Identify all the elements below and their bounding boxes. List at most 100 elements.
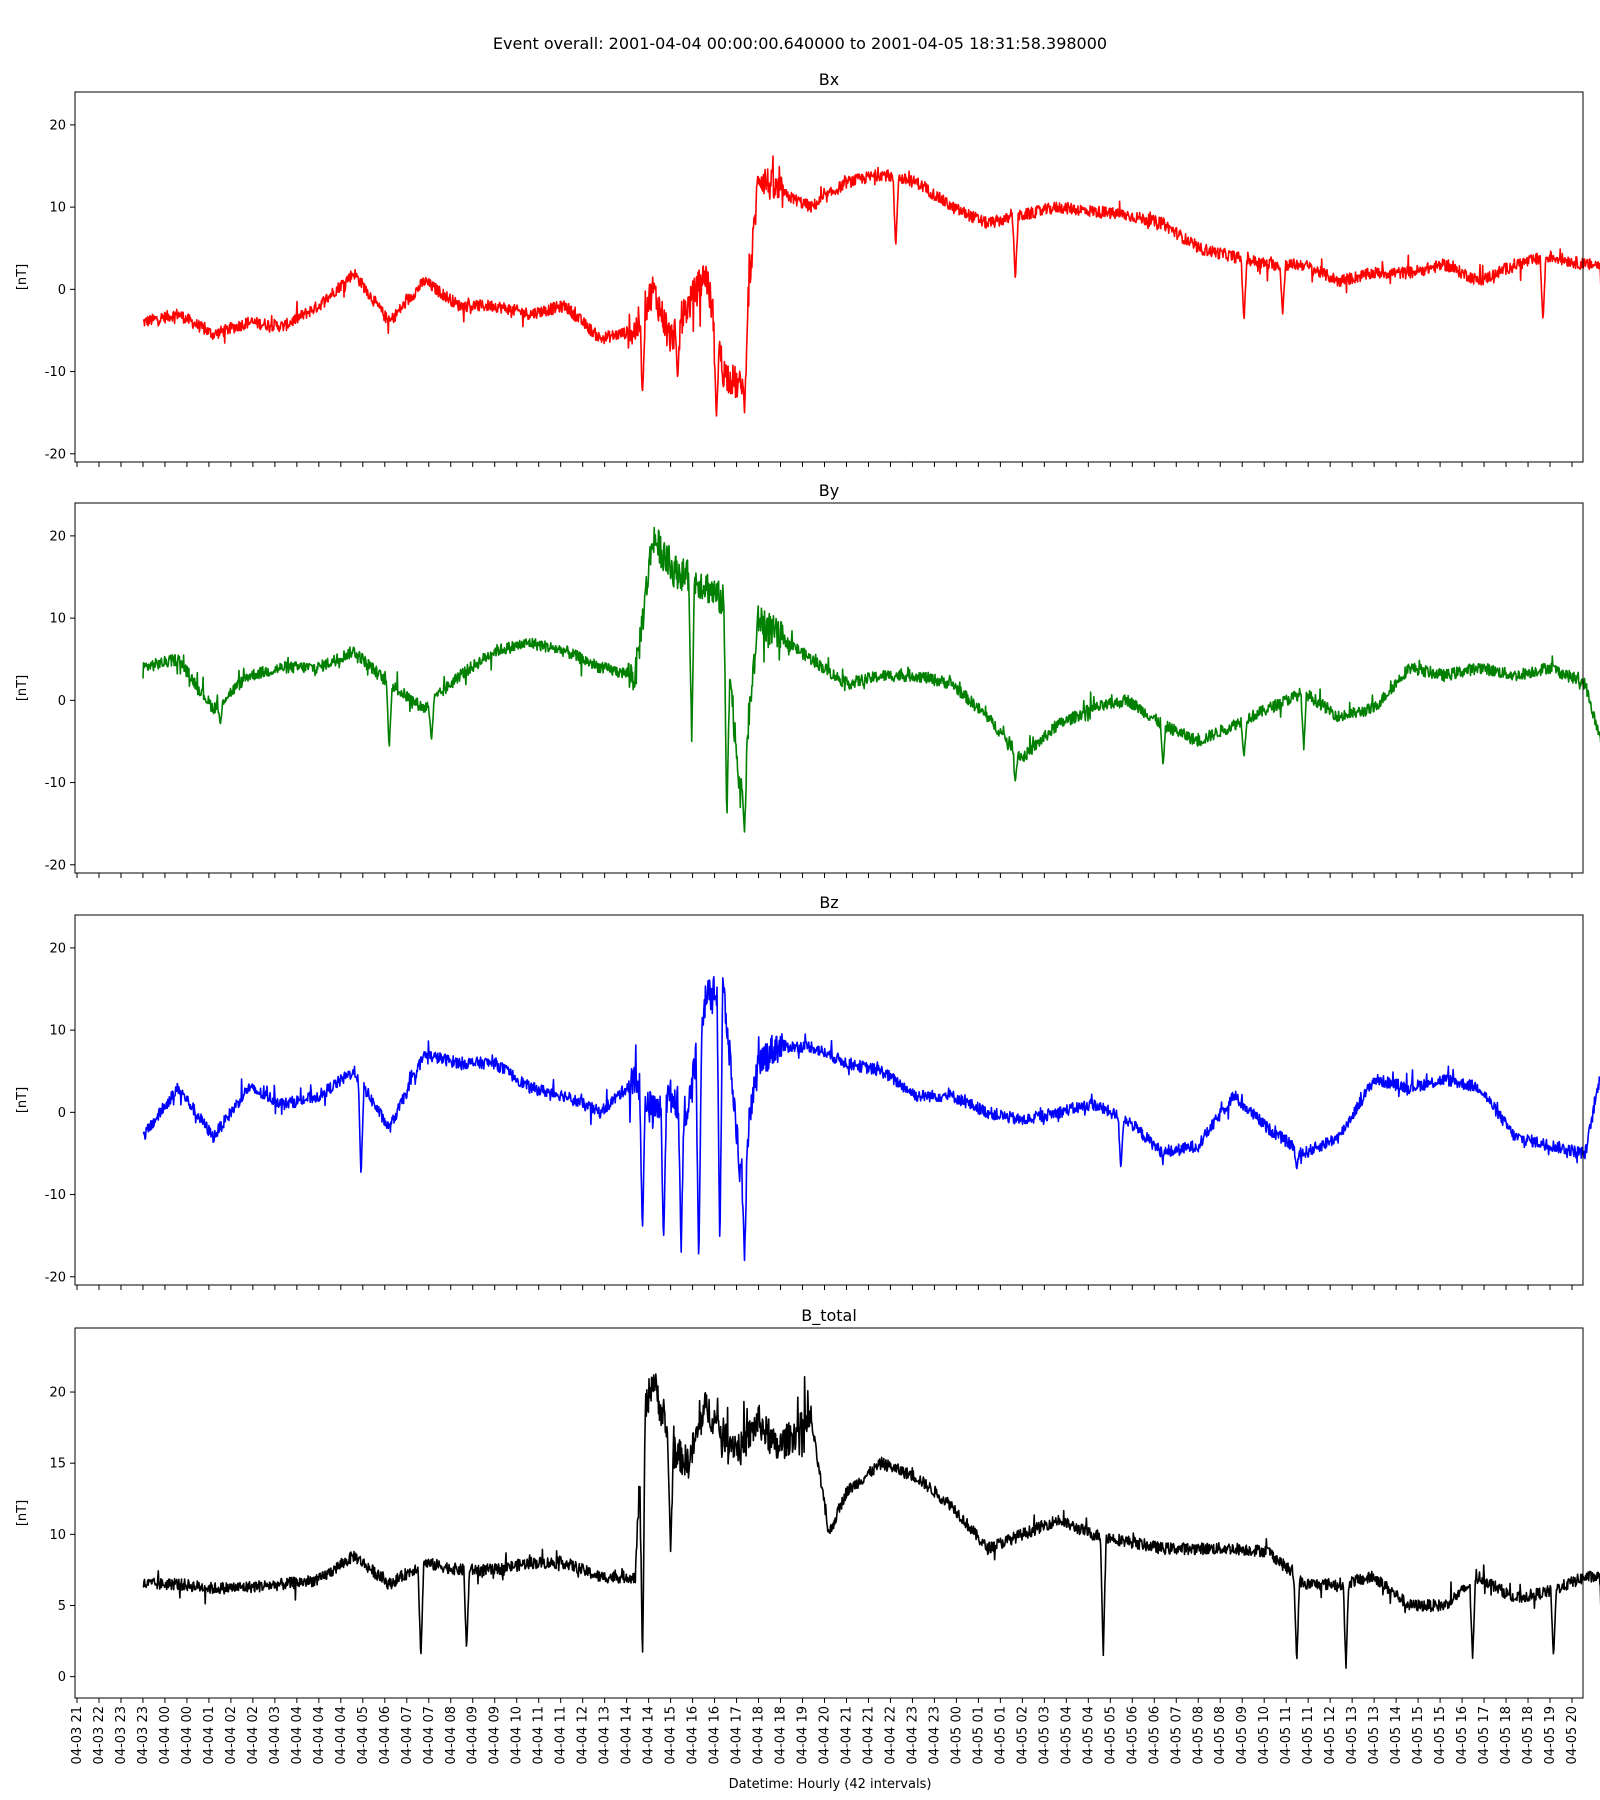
x-tick-label: 04-04 00 [180, 1706, 195, 1764]
y-tick-label-bz: -20 [45, 1270, 66, 1285]
x-tick-label: 04-04 01 [202, 1706, 217, 1764]
x-tick-label: 04-04 19 [796, 1706, 811, 1764]
x-tick-labels: 04-03 21 04-03 22 04-03 23 04-03 23 04-04 00… [70, 1706, 1580, 1764]
y-tick-label-bz: 10 [49, 1024, 66, 1039]
subplot-panels: Bx [nT] -20 -10 0 10 20 By [nT] -20 -10 0 10 20 Bz [nT]… [15, 70, 1600, 1703]
x-tick-label: 04-05 20 [1565, 1706, 1580, 1764]
x-tick-label: 04-04 23 [927, 1706, 942, 1764]
subplot-title-bz: Bz [819, 893, 838, 912]
y-axis-label-bz: [nT] [15, 1087, 30, 1113]
x-tick-label: 04-05 04 [1059, 1706, 1074, 1764]
x-tick-label: 04-04 15 [664, 1706, 679, 1764]
x-tick-label: 04-05 11 [1301, 1706, 1316, 1764]
x-tick-label: 04-04 04 [290, 1706, 305, 1764]
x-tick-label: 04-04 03 [268, 1706, 283, 1764]
y-tick-label-bz: -10 [45, 1188, 66, 1203]
x-tick-label: 04-05 01 [971, 1706, 986, 1764]
x-tick-label: 04-04 21 [861, 1706, 876, 1764]
x-tick-label: 04-05 07 [1169, 1706, 1184, 1764]
x-tick-label: 04-04 23 [905, 1706, 920, 1764]
x-tick-label: 04-03 23 [114, 1706, 129, 1764]
series-line-by [142, 526, 1600, 833]
x-tick-label: 04-05 10 [1257, 1706, 1272, 1764]
x-tick-label: 04-04 13 [598, 1706, 613, 1764]
x-tick-label: 04-04 02 [224, 1706, 239, 1764]
y-tick-label-bx: 20 [49, 118, 66, 133]
x-tick-label: 04-05 11 [1279, 1706, 1294, 1764]
subplot-title-by: By [819, 481, 839, 500]
x-tick-label: 04-04 10 [510, 1706, 525, 1764]
x-tick-label: 04-04 16 [686, 1706, 701, 1764]
y-tick-label-b-total: 0 [58, 1670, 66, 1685]
axes-frame-by [74, 502, 1584, 874]
x-tick-label: 04-03 21 [70, 1706, 85, 1764]
y-tick-label-by: 0 [58, 694, 66, 709]
y-tick-label-by: 10 [49, 612, 66, 627]
x-tick-label: 04-03 22 [92, 1706, 107, 1764]
x-tick-label: 04-05 06 [1125, 1706, 1140, 1764]
x-tick-label: 04-05 17 [1477, 1706, 1492, 1764]
y-axis-label-b-total: [nT] [15, 1500, 30, 1526]
subplot-title-b-total: B_total [801, 1306, 857, 1326]
x-tick-label: 04-05 04 [1081, 1706, 1096, 1764]
x-tick-label: 04-04 17 [730, 1706, 745, 1764]
x-tick-label: 04-04 12 [576, 1706, 591, 1764]
x-tick-label: 04-04 00 [158, 1706, 173, 1764]
y-tick-label-b-total: 20 [49, 1386, 66, 1401]
x-tick-label: 04-04 05 [356, 1706, 371, 1764]
x-tick-label: 04-04 04 [312, 1706, 327, 1764]
x-tick-label: 04-05 08 [1191, 1706, 1206, 1764]
subplot-bx: Bx [nT] -20 -10 0 10 20 [15, 70, 1600, 467]
axes-frame-bx [74, 91, 1584, 463]
y-axis-label-bx: [nT] [15, 264, 30, 290]
x-tick-label: 04-04 09 [488, 1706, 503, 1764]
x-tick-label: 04-05 15 [1411, 1706, 1426, 1764]
y-tick-label-b-total: 5 [58, 1599, 66, 1614]
subplot-by: By [nT] -20 -10 0 10 20 [15, 481, 1600, 878]
y-tick-label-bz: 20 [49, 941, 66, 956]
x-tick-label: 04-05 19 [1543, 1706, 1558, 1764]
x-axis-label: Datetime: Hourly (42 intervals) [729, 1777, 932, 1792]
x-tick-label: 04-05 18 [1499, 1706, 1514, 1764]
y-axis-label-by: [nT] [15, 675, 30, 701]
x-tick-label: 04-05 03 [1037, 1706, 1052, 1764]
y-tick-label-b-total: 15 [49, 1457, 66, 1472]
x-tick-label: 04-04 04 [334, 1706, 349, 1764]
x-tick-label: 04-05 01 [993, 1706, 1008, 1764]
axes-frame-bz [74, 914, 1584, 1286]
y-tick-label-by: 20 [49, 529, 66, 544]
series-line-b-total [142, 1373, 1600, 1669]
y-tick-label-bz: 0 [58, 1106, 66, 1121]
x-tick-label: 04-04 07 [400, 1706, 415, 1764]
x-tick-label: 04-05 06 [1147, 1706, 1162, 1764]
x-tick-label: 04-04 07 [422, 1706, 437, 1764]
y-tick-label-bx: -20 [45, 447, 66, 462]
y-tick-label-bx: 0 [58, 283, 66, 298]
y-tick-label-bx: -10 [45, 365, 66, 380]
x-tick-label: 04-04 18 [774, 1706, 789, 1764]
x-tick-label: 04-04 11 [532, 1706, 547, 1764]
x-tick-label: 04-05 02 [1015, 1706, 1030, 1764]
x-tick-label: 04-04 09 [466, 1706, 481, 1764]
x-tick-label: 04-05 16 [1455, 1706, 1470, 1764]
subplot-b-total: B_total [nT] 0 5 10 15 20 [15, 1306, 1600, 1703]
subplot-title-bx: Bx [819, 70, 839, 89]
x-tick-label: 04-05 13 [1345, 1706, 1360, 1764]
x-tick-label: 04-05 15 [1433, 1706, 1448, 1764]
x-tick-label: 04-04 22 [883, 1706, 898, 1764]
x-tick-label: 04-05 12 [1323, 1706, 1338, 1764]
x-tick-label: 04-04 02 [246, 1706, 261, 1764]
x-tick-label: 04-05 14 [1389, 1706, 1404, 1764]
series-line-bz [142, 975, 1600, 1262]
y-tick-label-bx: 10 [49, 201, 66, 216]
x-tick-label: 04-05 00 [949, 1706, 964, 1764]
x-tick-label: 04-03 23 [136, 1706, 151, 1764]
x-tick-label: 04-04 14 [642, 1706, 657, 1764]
x-tick-label: 04-04 18 [752, 1706, 767, 1764]
figure-suptitle: Event overall: 2001-04-04 00:00:00.64000… [493, 34, 1107, 53]
x-tick-label: 04-05 08 [1213, 1706, 1228, 1764]
x-tick-label: 04-05 09 [1235, 1706, 1250, 1764]
y-tick-label-b-total: 10 [49, 1528, 66, 1543]
